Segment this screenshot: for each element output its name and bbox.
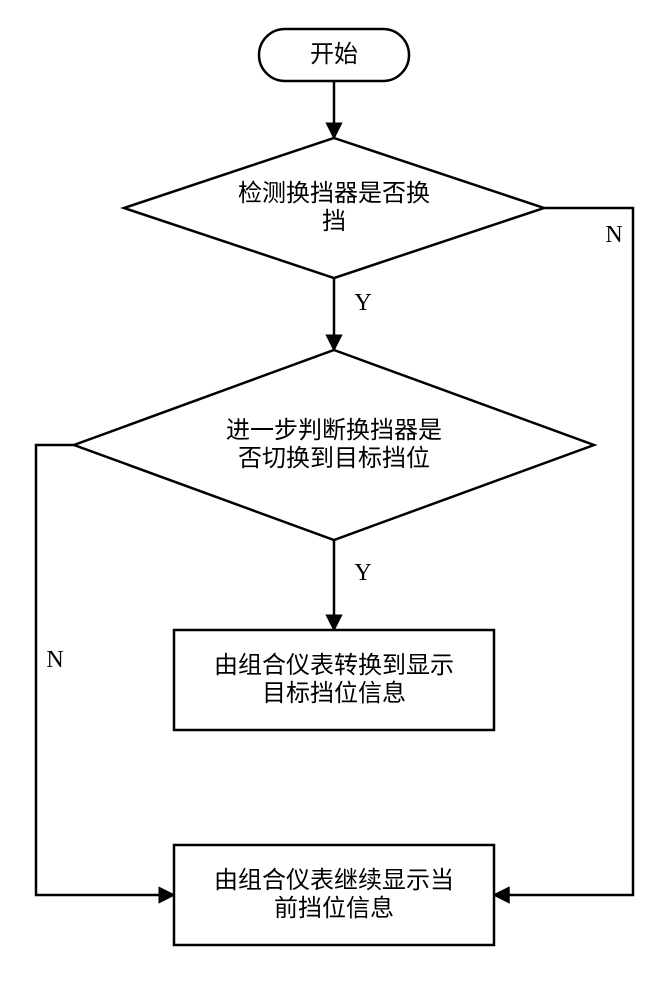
svg-text:检测换挡器是否换: 检测换挡器是否换 — [238, 180, 430, 207]
svg-text:目标挡位信息: 目标挡位信息 — [262, 680, 406, 707]
edge-label-e_d1_d2_y: Y — [354, 290, 371, 316]
node-shape-d1 — [124, 138, 544, 278]
node-p1: 由组合仪表转换到显示目标挡位信息 — [174, 630, 494, 730]
svg-text:进一步判断换挡器是: 进一步判断换挡器是 — [226, 417, 442, 444]
node-shape-d2 — [74, 350, 594, 540]
edge-label-e_d2_n: N — [46, 647, 63, 673]
node-p2: 由组合仪表继续显示当前挡位信息 — [174, 845, 494, 945]
edge-label-e_d2_p1_y: Y — [354, 560, 371, 586]
svg-text:挡: 挡 — [322, 208, 346, 235]
svg-text:由组合仪表继续显示当: 由组合仪表继续显示当 — [214, 867, 454, 894]
node-start: 开始 — [259, 29, 409, 81]
edge-label-e_d1_n: N — [605, 222, 622, 248]
svg-text:由组合仪表转换到显示: 由组合仪表转换到显示 — [214, 652, 454, 679]
svg-text:前挡位信息: 前挡位信息 — [274, 895, 394, 922]
edge-e_d1_n — [494, 208, 633, 895]
node-d2: 进一步判断换挡器是否切换到目标挡位 — [74, 350, 594, 540]
node-shape-p2 — [174, 845, 494, 945]
svg-text:开始: 开始 — [310, 41, 358, 68]
node-shape-p1 — [174, 630, 494, 730]
node-d1: 检测换挡器是否换挡 — [124, 138, 544, 278]
svg-text:否切换到目标挡位: 否切换到目标挡位 — [238, 445, 430, 472]
